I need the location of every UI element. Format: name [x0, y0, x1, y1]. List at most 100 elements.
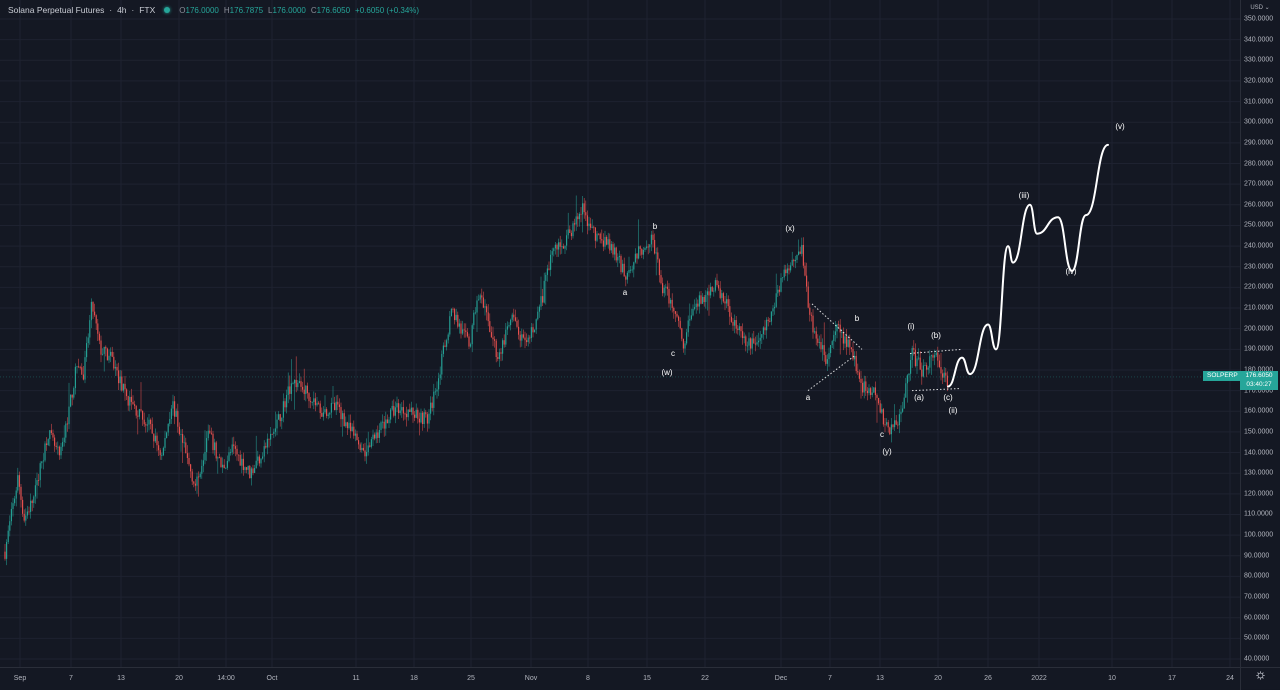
price-tick-label: 330.0000 [1244, 56, 1274, 64]
price-tick-label: 120.0000 [1244, 490, 1274, 498]
wave-label: (w) [661, 368, 672, 377]
price-tick-label: 40.0000 [1244, 655, 1270, 663]
price-tick-label: 350.0000 [1244, 15, 1274, 23]
price-tick-label: 60.0000 [1244, 614, 1270, 622]
wave-label: (iii) [1019, 191, 1030, 200]
time-tick-label: 7 [828, 675, 832, 682]
bar-countdown: 03:40:27 [1246, 380, 1272, 388]
ohlc-low: L176.0000 [268, 5, 306, 15]
price-tick-label: 290.0000 [1244, 139, 1274, 147]
wave-label: a [806, 393, 811, 402]
current-price-label: 176.6050 03:40:27 [1240, 371, 1278, 390]
time-tick-label: Oct [266, 675, 278, 682]
time-tick-label: 17 [1168, 675, 1176, 682]
axis-corner [1240, 667, 1280, 690]
price-tick-label: 260.0000 [1244, 201, 1274, 209]
price-tick-label: 170.0000 [1244, 387, 1274, 395]
price-tick-label: 80.0000 [1244, 572, 1270, 580]
wave-label: (c) [943, 393, 953, 402]
wave-label: (ii) [949, 406, 958, 415]
symbol-legend: Solana Perpetual Futures · 4h · FTX O176… [8, 5, 419, 15]
gear-icon[interactable] [1256, 671, 1265, 680]
price-tick-label: 130.0000 [1244, 469, 1274, 477]
trendline [911, 388, 961, 392]
current-price: 176.6050 [1245, 372, 1273, 379]
time-tick-label: Sep [13, 675, 27, 682]
price-tick-label: 210.0000 [1244, 304, 1274, 312]
time-tick-label: 11 [352, 675, 360, 682]
price-tick-label: 140.0000 [1244, 449, 1274, 457]
price-tick-label: 340.0000 [1244, 36, 1274, 44]
price-tick-label: 240.0000 [1244, 242, 1274, 250]
separator: · [109, 5, 113, 15]
candlestick-chart[interactable]: a b c (w) (x) a b c (y) (i) (b) (a) (c) (ii) (iii) (iv)… [0, 0, 1240, 667]
time-tick-label: 14:00 [217, 675, 235, 682]
wave-label: b [653, 222, 658, 231]
symbol-price-tag: SOLPERP [1203, 371, 1242, 381]
time-axis[interactable]: Sep 7 13 20 14:00 Oct 11 18 25 Nov 8 15 22 Dec 7 13 20 26… [0, 667, 1240, 690]
time-tick-label: Dec [774, 675, 788, 682]
price-tick-label: 150.0000 [1244, 428, 1274, 436]
price-tick-label: 160.0000 [1244, 407, 1274, 415]
price-tick-label: 200.0000 [1244, 325, 1274, 333]
price-tick-label: 110.0000 [1244, 510, 1273, 518]
wave-label: c [671, 349, 675, 358]
time-tick-label: 2022 [1031, 675, 1047, 682]
ohlc-open: O176.0000 [179, 5, 219, 15]
trendline [811, 303, 863, 350]
candles [4, 195, 948, 566]
trendline [909, 348, 963, 354]
price-tick-label: 180.0000 [1244, 366, 1274, 374]
price-tick-label: 50.0000 [1244, 634, 1270, 642]
wave-label: (a) [914, 393, 924, 402]
wave-label: c [880, 430, 884, 439]
chart-plot-area[interactable]: a b c (w) (x) a b c (y) (i) (b) (a) (c) (ii) (iii) (iv)… [0, 0, 1240, 667]
price-tick-label: 230.0000 [1244, 263, 1274, 271]
separator: · [131, 5, 135, 15]
ohlc-high: H176.7875 [223, 5, 264, 15]
time-tick-label: Nov [524, 675, 538, 682]
time-tick-label: 20 [175, 675, 183, 682]
time-tick-label: 22 [701, 675, 709, 682]
time-tick-label: 7 [69, 675, 73, 682]
price-tick-label: 270.0000 [1244, 180, 1274, 188]
wave-label: a [623, 288, 628, 297]
price-tick-label: 90.0000 [1244, 552, 1270, 560]
ohlc-close: C176.6050 [310, 5, 351, 15]
wave-label: (v) [1115, 122, 1125, 131]
time-tick-label: 8 [586, 675, 590, 682]
price-tick-label: 320.0000 [1244, 77, 1274, 85]
exchange-label: FTX [139, 5, 156, 15]
price-tick-label: 70.0000 [1244, 593, 1270, 601]
time-tick-label: 20 [934, 675, 942, 682]
wave-label: (x) [785, 224, 795, 233]
time-tick-label: 26 [984, 675, 992, 682]
time-tick-label: 18 [410, 675, 418, 682]
wave-label: (b) [931, 331, 941, 340]
time-tick-label: 24 [1226, 675, 1234, 682]
market-open-dot-icon [164, 7, 171, 13]
price-tick-label: 250.0000 [1244, 221, 1274, 229]
time-tick-label: 10 [1108, 675, 1116, 682]
price-tick-label: 220.0000 [1244, 283, 1274, 291]
price-tick-label: 310.0000 [1244, 98, 1274, 106]
price-tick-label: 280.0000 [1244, 160, 1274, 168]
wave-label: b [855, 314, 860, 323]
price-tick-label: 190.0000 [1244, 345, 1274, 353]
price-axis[interactable]: 350.0000 340.0000 330.0000 320.0000 310.0000… [1240, 0, 1280, 667]
wave-label: (y) [882, 447, 892, 456]
time-tick-label: 15 [643, 675, 651, 682]
price-tick-label: 100.0000 [1244, 531, 1274, 539]
wave-label: (iv) [1065, 267, 1076, 276]
time-tick-label: 13 [117, 675, 125, 682]
interval-label[interactable]: 4h [117, 5, 127, 15]
wave-label: (i) [907, 322, 914, 331]
time-tick-label: 13 [876, 675, 884, 682]
symbol-title[interactable]: Solana Perpetual Futures [8, 5, 105, 15]
trendline [807, 355, 856, 392]
time-tick-label: 25 [467, 675, 475, 682]
ohlc-change: +0.6050 (+0.34%) [355, 5, 420, 15]
currency-selector[interactable]: USD ⌄ [1250, 5, 1270, 11]
price-tick-label: 300.0000 [1244, 118, 1274, 126]
